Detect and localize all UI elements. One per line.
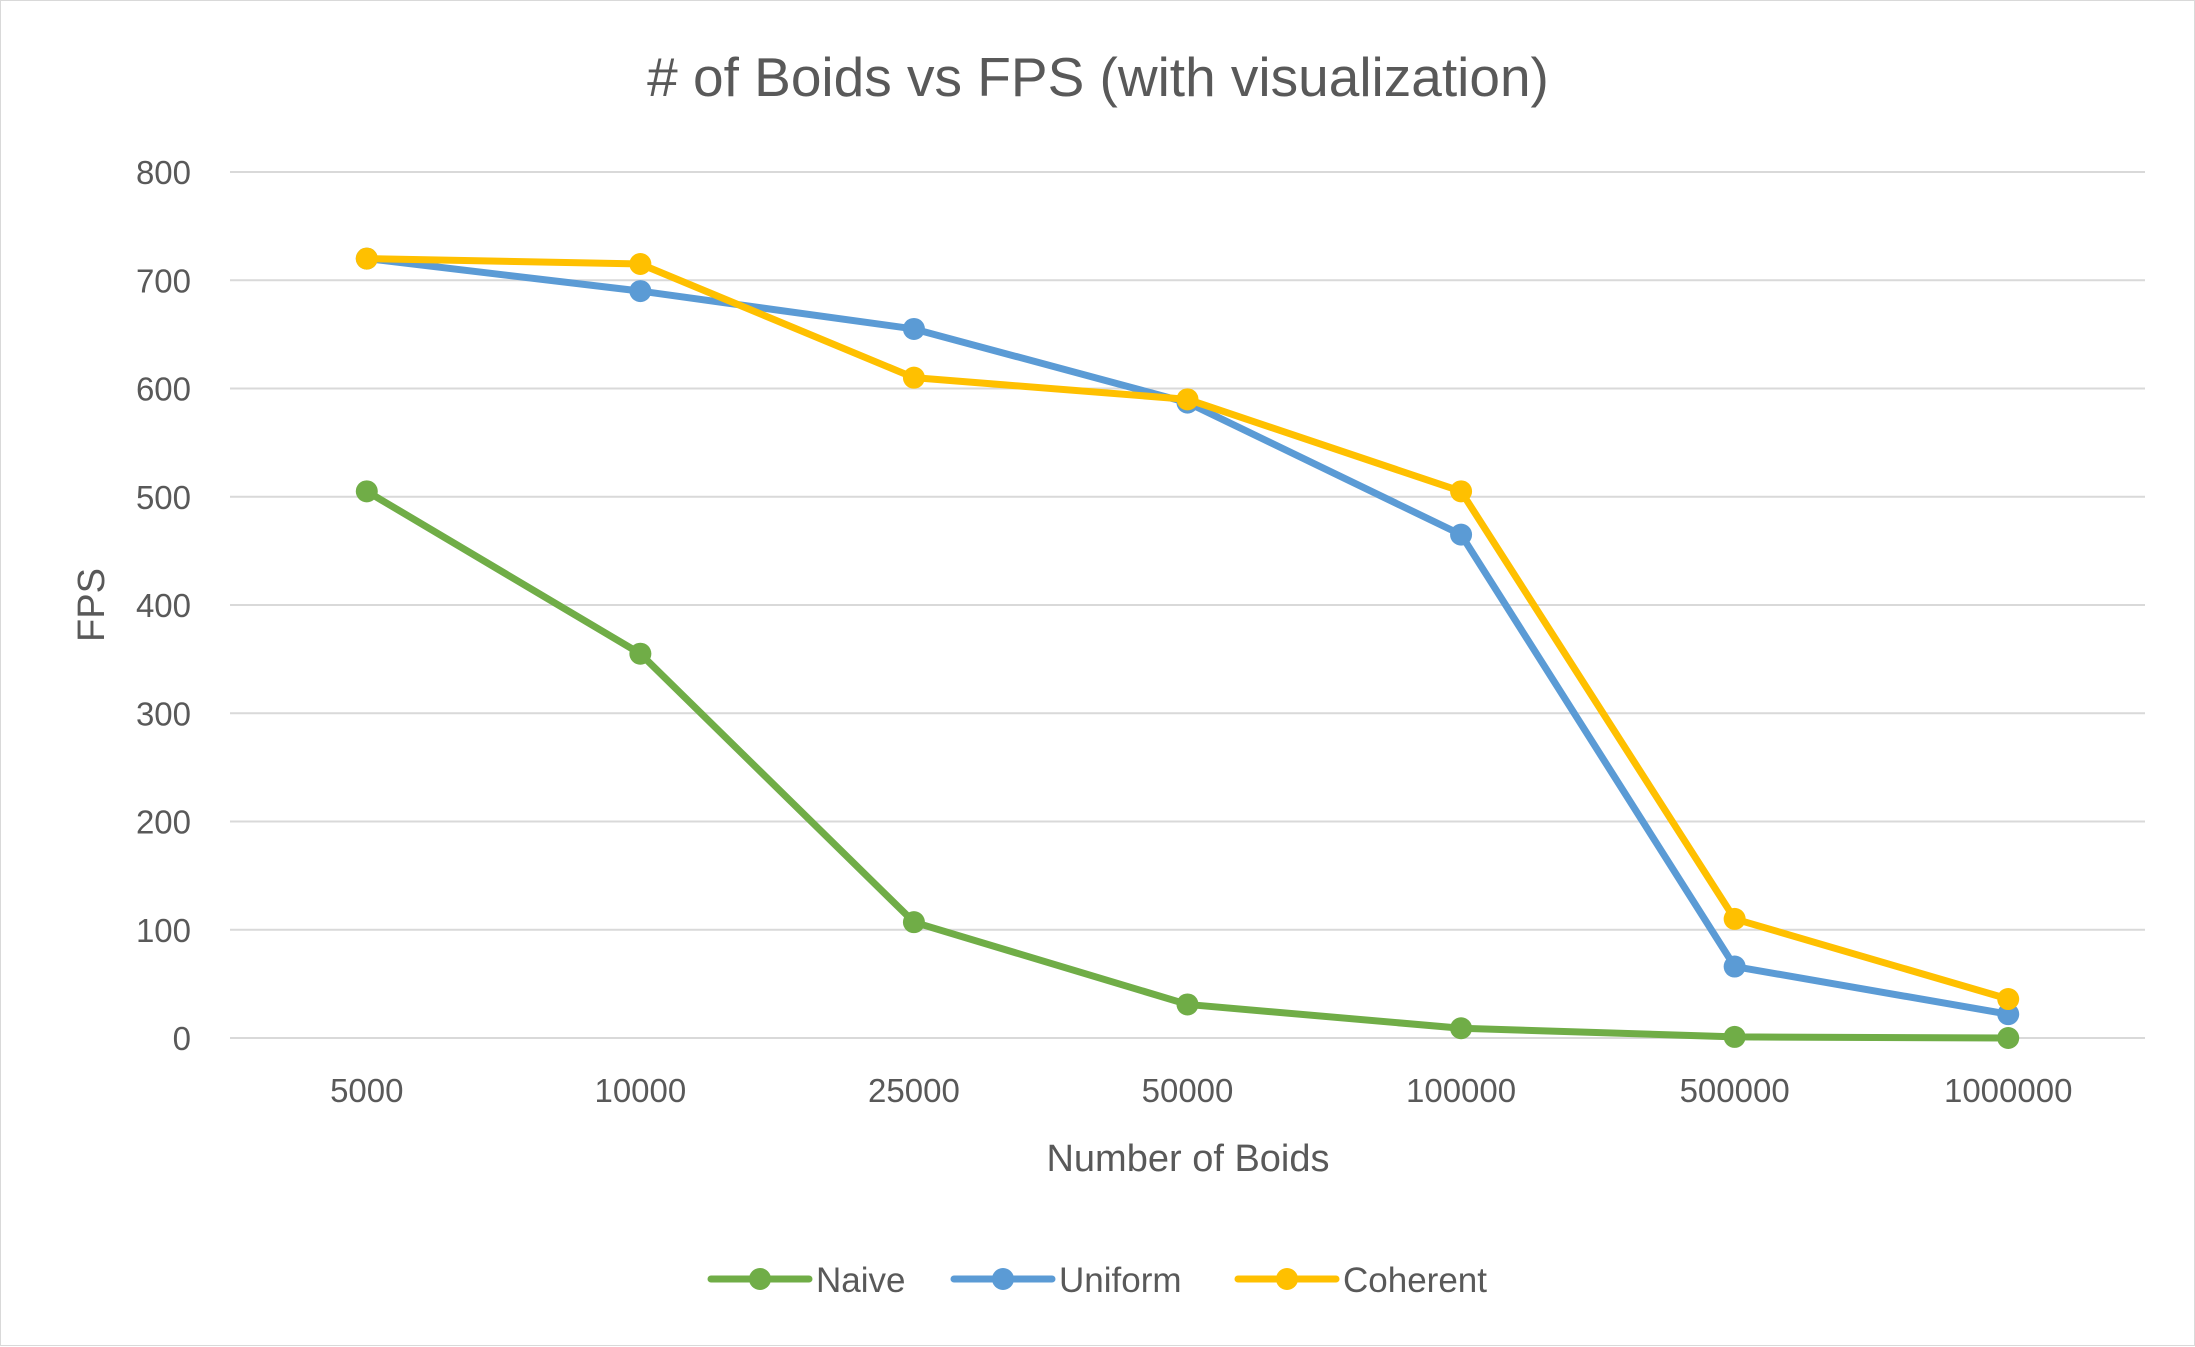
- data-point: [629, 642, 652, 665]
- data-point: [902, 317, 925, 340]
- data-point: [629, 280, 652, 303]
- series-line: [363, 255, 2012, 1003]
- data-point: [629, 253, 652, 276]
- legend-label: Naive: [816, 1261, 905, 1300]
- x-tick-label: 500000: [1680, 1072, 1790, 1109]
- data-point: [1997, 988, 2020, 1011]
- y-tick-label: 700: [136, 262, 191, 299]
- y-tick-label: 300: [136, 695, 191, 732]
- legend-item-coherent: Coherent: [1234, 1261, 1487, 1300]
- x-axis-ticks: 5000 10000 25000 50000 100000 500000 1000000: [330, 1072, 2072, 1109]
- data-point: [1450, 523, 1473, 546]
- y-tick-label: 100: [136, 912, 191, 949]
- x-tick-label: 10000: [594, 1072, 686, 1109]
- data-point: [1450, 480, 1473, 503]
- y-axis-title: FPS: [71, 568, 113, 642]
- gridlines: [230, 171, 2145, 1039]
- legend-label: Uniform: [1059, 1261, 1182, 1300]
- x-tick-label: 5000: [330, 1072, 403, 1109]
- data-point: [1450, 1017, 1473, 1040]
- x-tick-label: 25000: [868, 1072, 960, 1109]
- data-point: [355, 480, 378, 503]
- data-point: [1176, 993, 1199, 1016]
- legend-item-naive: Naive: [707, 1261, 905, 1300]
- data-point: [1723, 907, 1746, 930]
- data-point: [1997, 1003, 2020, 1026]
- data-point: [902, 366, 925, 389]
- y-tick-label: 200: [136, 804, 191, 841]
- data-point: [902, 911, 925, 934]
- series-naive: [355, 480, 2020, 1049]
- legend-swatch-marker: [749, 1268, 771, 1290]
- data-point: [1176, 388, 1199, 411]
- data-point: [1723, 955, 1746, 978]
- x-tick-label: 1000000: [1944, 1072, 2072, 1109]
- series-coherent: [355, 247, 2020, 1011]
- y-axis-ticks: 0 100 200 300 400 500 600 700 800: [136, 154, 191, 1057]
- data-point: [1723, 1025, 1746, 1048]
- series-layer: [355, 247, 2020, 1049]
- legend-swatch-marker: [1276, 1268, 1298, 1290]
- legend-label: Coherent: [1343, 1261, 1487, 1300]
- y-tick-label: 800: [136, 154, 191, 191]
- x-axis-title: Number of Boids: [1046, 1138, 1329, 1180]
- data-point: [355, 247, 378, 270]
- legend: Naive Uniform Coherent: [707, 1261, 1487, 1300]
- data-point: [1997, 1027, 2020, 1049]
- x-tick-label: 50000: [1142, 1072, 1234, 1109]
- legend-item-uniform: Uniform: [950, 1261, 1182, 1300]
- y-tick-label: 400: [136, 587, 191, 624]
- series-line: [363, 487, 2012, 1042]
- x-tick-label: 100000: [1406, 1072, 1516, 1109]
- chart-title: # of Boids vs FPS (with visualization): [647, 46, 1549, 108]
- y-tick-label: 500: [136, 479, 191, 516]
- y-tick-label: 0: [173, 1020, 191, 1057]
- legend-swatch-marker: [992, 1268, 1014, 1290]
- y-tick-label: 600: [136, 371, 191, 408]
